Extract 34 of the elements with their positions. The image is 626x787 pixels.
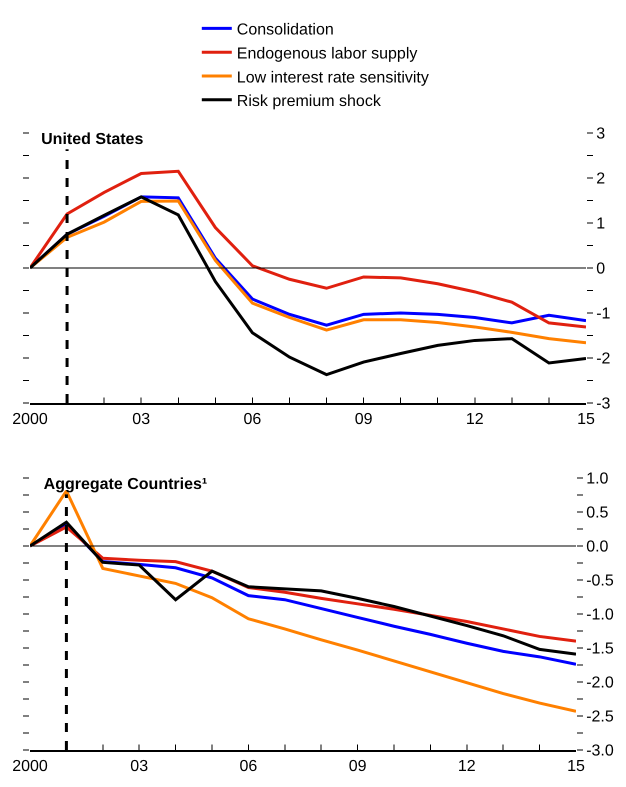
x-tick-label: 06 — [244, 410, 262, 428]
x-tick-label: 03 — [132, 410, 150, 428]
y-tick-label: -0.5 — [586, 572, 614, 590]
y-tick-label: 1.0 — [586, 470, 609, 488]
legend-label: Consolidation — [236, 22, 334, 39]
x-tick-label: 2000 — [12, 758, 48, 775]
y-tick-label: 0.0 — [586, 538, 609, 556]
x-tick-label: 09 — [354, 410, 373, 428]
x-tick-label: 12 — [466, 410, 484, 428]
y-tick-label: 3 — [596, 126, 606, 143]
x-tick-label: 03 — [130, 758, 148, 775]
y-tick-label: -3.0 — [586, 742, 614, 760]
y-tick-label: 1 — [596, 216, 606, 233]
x-tick-label: 06 — [240, 758, 258, 775]
y-tick-label: 2 — [596, 170, 606, 188]
y-tick-label: 0.5 — [586, 504, 609, 522]
y-tick-label: -3 — [596, 396, 611, 413]
legend-label: Endogenous labor supply — [236, 45, 418, 62]
chart-title: United States — [41, 131, 144, 148]
y-tick-label: -1 — [596, 306, 611, 323]
legend-label: Risk premium shock — [236, 93, 382, 110]
x-tick-label: 12 — [458, 758, 476, 775]
x-tick-label: 15 — [577, 410, 595, 428]
y-tick-label: -2 — [596, 350, 611, 368]
x-tick-label: 2000 — [12, 410, 48, 428]
y-tick-label: 0 — [596, 260, 606, 278]
y-tick-label: -2.0 — [586, 674, 614, 692]
chart-title: Aggregate Countries¹ — [44, 476, 208, 494]
y-tick-label: -1.0 — [586, 606, 614, 624]
legend-label: Low interest rate sensitivity — [236, 69, 429, 86]
x-tick-label: 15 — [567, 758, 585, 775]
x-tick-label: 09 — [348, 758, 367, 775]
y-tick-label: -1.5 — [586, 640, 614, 658]
y-tick-label: -2.5 — [586, 708, 614, 726]
